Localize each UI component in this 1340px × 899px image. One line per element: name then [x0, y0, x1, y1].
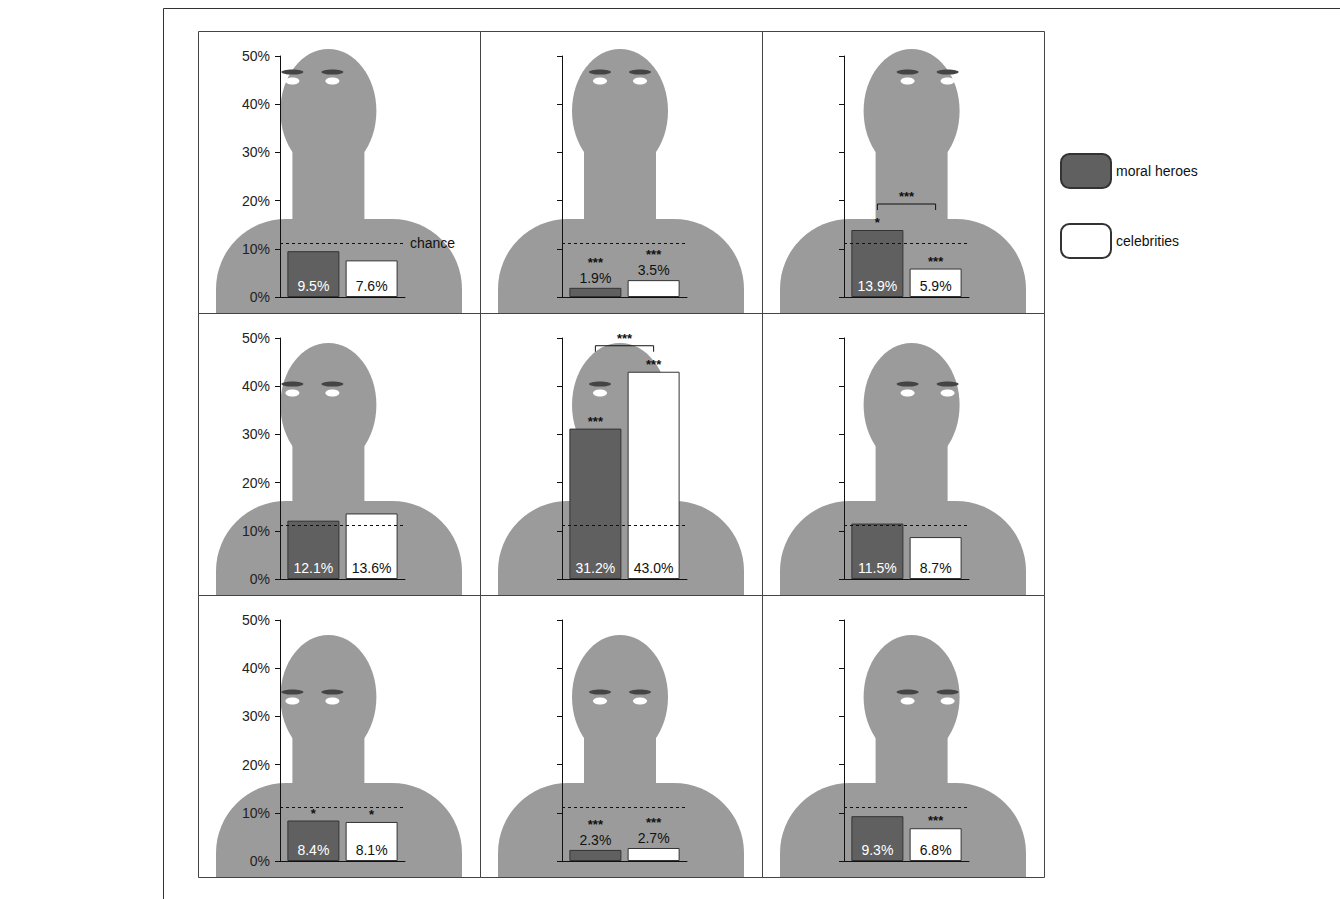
svg-text:8.7%: 8.7% [920, 560, 952, 576]
svg-text:10%: 10% [242, 523, 270, 539]
svg-text:12.1%: 12.1% [294, 560, 334, 576]
svg-text:31.2%: 31.2% [576, 560, 616, 576]
svg-text:***: *** [899, 189, 915, 204]
svg-text:50%: 50% [242, 330, 270, 346]
svg-text:***: *** [646, 815, 662, 830]
svg-text:***: *** [646, 247, 662, 262]
svg-text:*: * [875, 215, 881, 230]
svg-text:7.6%: 7.6% [356, 278, 388, 294]
svg-text:0%: 0% [250, 289, 270, 305]
svg-text:13.6%: 13.6% [352, 560, 392, 576]
svg-text:chance: chance [410, 235, 455, 251]
svg-text:celebrities: celebrities [1116, 233, 1179, 249]
svg-text:5.9%: 5.9% [920, 278, 952, 294]
svg-text:2.7%: 2.7% [638, 830, 670, 846]
svg-text:*: * [311, 806, 317, 821]
svg-text:50%: 50% [242, 48, 270, 64]
svg-text:***: *** [928, 254, 944, 269]
svg-text:1.9%: 1.9% [579, 270, 611, 286]
svg-text:20%: 20% [242, 475, 270, 491]
svg-text:40%: 40% [242, 378, 270, 394]
svg-text:0%: 0% [250, 853, 270, 869]
svg-text:30%: 30% [242, 426, 270, 442]
svg-text:8.1%: 8.1% [356, 842, 388, 858]
svg-text:*: * [369, 807, 375, 822]
svg-text:***: *** [646, 357, 662, 372]
svg-text:6.8%: 6.8% [920, 842, 952, 858]
svg-text:9.3%: 9.3% [861, 842, 893, 858]
svg-text:9.5%: 9.5% [297, 278, 329, 294]
svg-text:8.4%: 8.4% [297, 842, 329, 858]
svg-text:11.5%: 11.5% [858, 560, 897, 576]
svg-text:10%: 10% [242, 241, 270, 257]
svg-text:30%: 30% [242, 144, 270, 160]
svg-text:0%: 0% [250, 571, 270, 587]
svg-text:50%: 50% [242, 612, 270, 628]
svg-text:30%: 30% [242, 708, 270, 724]
svg-text:***: *** [588, 817, 604, 832]
svg-text:2.3%: 2.3% [579, 832, 611, 848]
svg-text:***: *** [928, 813, 944, 828]
svg-text:43.0%: 43.0% [634, 560, 674, 576]
svg-text:***: *** [588, 255, 604, 270]
svg-text:20%: 20% [242, 757, 270, 773]
svg-text:40%: 40% [242, 96, 270, 112]
svg-text:20%: 20% [242, 193, 270, 209]
svg-text:***: *** [588, 414, 604, 429]
svg-text:3.5%: 3.5% [638, 262, 670, 278]
svg-text:***: *** [617, 331, 633, 346]
svg-text:moral heroes: moral heroes [1116, 163, 1198, 179]
svg-text:13.9%: 13.9% [858, 278, 898, 294]
svg-text:40%: 40% [242, 660, 270, 676]
svg-text:10%: 10% [242, 805, 270, 821]
